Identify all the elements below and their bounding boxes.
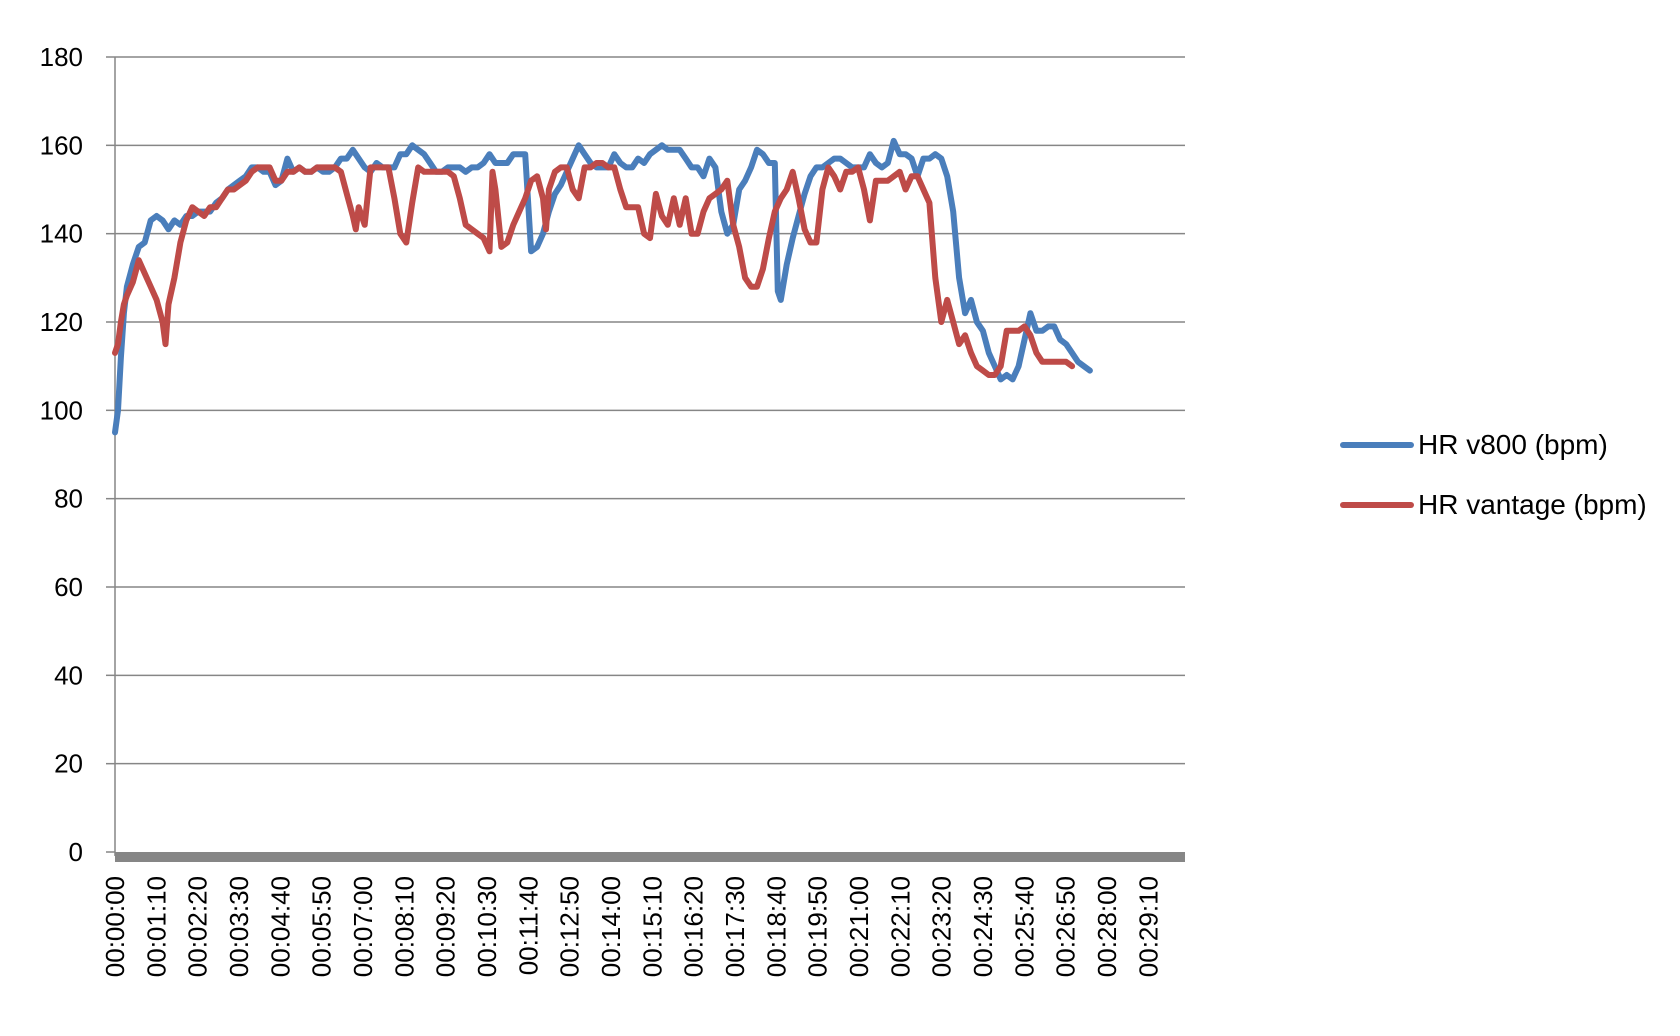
x-tick-label: 00:09:20 [431,876,461,977]
y-tick-label: 140 [40,219,83,249]
y-tick-label: 20 [54,749,83,779]
x-tick-label: 00:25:40 [1009,876,1039,977]
x-tick-label: 00:22:10 [885,876,915,977]
legend-swatch-vantage [1340,502,1414,508]
x-tick-label: 00:26:50 [1051,876,1081,977]
legend-label-v800: HR v800 (bpm) [1418,429,1608,460]
series-lines [112,137,1093,436]
x-tick-label: 00:28:00 [1092,876,1122,977]
y-tick-label: 60 [54,572,83,602]
y-tick-label: 80 [54,484,83,514]
y-tick-label: 0 [69,837,83,867]
x-tick-label: 00:16:20 [679,876,709,977]
x-tick-label: 00:23:20 [927,876,957,977]
x-tick-label: 00:11:40 [513,876,543,975]
y-tick-label: 120 [40,307,83,337]
x-tick-label: 00:08:10 [389,876,419,977]
x-axis-line [115,852,1185,862]
x-tick-label: 00:15:10 [637,876,667,977]
x-tick-label: 00:01:10 [141,876,171,977]
legend: HR v800 (bpm) HR vantage (bpm) [1340,429,1647,550]
x-tick-label: 00:04:40 [265,876,295,977]
legend-label-vantage: HR vantage (bpm) [1418,489,1647,520]
x-tick-label: 00:02:20 [183,876,213,977]
x-tick-label: 00:17:30 [720,876,750,977]
y-tick-label: 100 [40,395,83,425]
series-line-1 [112,160,1076,378]
x-tick-label: 00:24:30 [968,876,998,977]
x-tick-label: 00:21:00 [844,876,874,977]
x-tick-label: 00:29:10 [1133,876,1163,977]
x-tick-labels: 00:00:00 00:01:10 00:02:20 00:03:30 00:04:40… [100,876,1163,977]
x-tick-label: 00:14:00 [596,876,626,977]
legend-item-v800: HR v800 (bpm) [1340,429,1647,460]
y-tick-label: 160 [40,130,83,160]
x-tick-label: 00:00:00 [100,876,130,977]
y-tick-labels: 0 20 40 60 80 100 120 140 160 180 [40,42,83,867]
y-tick-label: 180 [40,42,83,72]
x-tick-label: 00:07:00 [348,876,378,977]
gridlines [115,56,1185,765]
series-line-0 [112,137,1093,436]
y-tick-label: 40 [54,660,83,690]
axes [106,56,1185,862]
legend-item-vantage: HR vantage (bpm) [1340,489,1647,520]
x-tick-label: 00:18:40 [761,876,791,977]
legend-swatch-v800 [1340,442,1414,448]
x-tick-label: 00:03:30 [224,876,254,977]
x-tick-label: 00:10:30 [472,876,502,977]
x-tick-label: 00:12:50 [555,876,585,977]
x-tick-label: 00:05:50 [307,876,337,977]
x-tick-label: 00:19:50 [803,876,833,977]
